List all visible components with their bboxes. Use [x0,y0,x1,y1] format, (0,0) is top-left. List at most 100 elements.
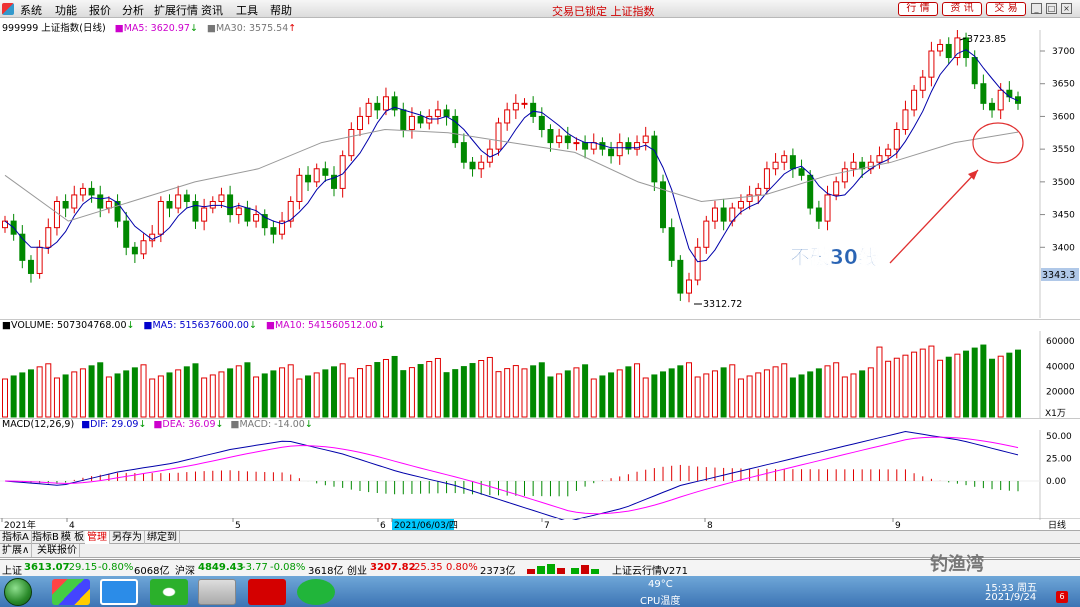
candle-body [989,102,996,111]
volume-bar [590,378,597,418]
candle-body [556,135,563,144]
tab-expand[interactable]: 扩展∧ [0,544,33,557]
clock-date: 2021/9/24 [985,592,1037,603]
ma30-line [4,128,1019,222]
volume-bar [538,362,545,418]
volume-bar [521,368,528,418]
candle-body [27,259,34,274]
pdf-icon[interactable] [248,579,286,605]
candle-body [625,142,632,150]
candle-body [833,181,840,196]
current-price-label: 3343.3 [1042,270,1075,281]
app-store-icon[interactable] [52,579,90,605]
candle-body [850,161,857,170]
sh-pct: -0.80% [98,562,134,573]
volume-bar [512,365,519,418]
cloud-version: 上证云行情V271 [612,566,688,577]
candle-body [720,207,727,222]
tab-related-quote[interactable]: 关联报价 [35,544,80,557]
candle-body [763,168,770,189]
candle-body [971,57,978,85]
candle-body [789,155,796,170]
menu-analysis[interactable]: 分析 [122,4,144,17]
candle-body [279,220,286,235]
volume-bar [36,366,43,418]
trade-button[interactable]: 交 易 [986,2,1026,16]
volume-bar [356,368,363,418]
hs-label: 沪深 [175,566,195,577]
tab-save-as[interactable]: 另存为 [110,531,145,544]
volume-bar [807,371,814,418]
volume-bars [2,344,1021,418]
sh-amount: 6068亿 [134,566,170,577]
price-chart[interactable]: 3700 3650 3600 3550 3500 3450 3400 3723.85 331… [0,30,1080,320]
candle-body [62,200,69,209]
menu-news[interactable]: 资讯 [201,4,223,17]
menu-help[interactable]: 帮助 [270,4,292,17]
low-label: 3312.72 [703,299,742,310]
cpu-temp: 49°C [648,579,673,590]
start-button-icon[interactable] [4,578,32,606]
volume-bar [911,351,918,418]
close-icon[interactable]: × [1061,3,1072,14]
volume-bar [625,366,632,418]
candle-body [105,200,112,209]
volume-bar [919,348,926,418]
volume-bar [339,363,346,418]
volume-bar [634,363,641,418]
candle-body [408,115,415,131]
volume-chart[interactable]: 60000 40000 20000 X1万 [0,331,1080,419]
tab-template[interactable]: 模 板 [59,531,88,544]
quote-button[interactable]: 行 情 [898,2,938,16]
candle-body [166,200,173,209]
price-info-bar: 999999 上证指数(日线) ■MA5: 3620.97↓ ■MA30: 35… [2,20,296,34]
cy-value: 3207.82 [370,562,416,573]
windows-taskbar: 49°C CPU温度 钓渔湾 15:33 周五 2021/9/24 6 [0,554,1080,607]
candle-body [841,168,848,183]
volume-bar [253,376,260,418]
news-button[interactable]: 资 讯 [942,2,982,16]
volume-bar [954,353,961,418]
candle-body [608,148,615,157]
maximize-icon[interactable]: □ [1046,3,1057,14]
browser-icon[interactable] [150,579,188,605]
volume-bar [841,376,848,418]
baidu-netdisk-icon[interactable] [100,579,138,605]
minimize-icon[interactable]: _ [1031,3,1042,14]
menu-system[interactable]: 系统 [20,4,42,17]
candle-body [183,194,190,202]
notification-badge[interactable]: 6 [1056,591,1068,603]
candle-body [348,129,355,157]
price-tick-label: 3400 [1052,243,1075,253]
candle-body [175,194,182,209]
volume-bar [270,370,277,418]
stock-app-icon[interactable] [198,579,236,605]
candle-body [305,174,312,183]
time-label: 8 [707,521,713,531]
candle-body [192,200,199,222]
candle-body [443,109,450,117]
wechat-icon[interactable] [297,579,335,605]
volume-bar [45,363,52,418]
candle-body [296,174,303,202]
vol-ma5-value: ■MA5: 515637600.00↓ [143,320,257,331]
tab-bind-to[interactable]: 绑定到 [145,531,180,544]
volume-bar [867,367,874,418]
candle-body [339,155,346,189]
volume-bar [556,373,563,418]
tab-indicator-a[interactable]: 指标A [0,531,32,544]
menu-ext-quote[interactable]: 扩展行情 [154,4,198,17]
candle-body [417,115,424,124]
macd-chart[interactable]: 50.00 25.00 0.00 [0,430,1080,520]
menu-tools[interactable]: 工具 [236,4,258,17]
sh-change: -29.15 [65,562,98,573]
tab-manage[interactable]: 管理 [85,531,110,544]
volume-bar [19,372,26,418]
candlesticks [2,30,1021,303]
menu-function[interactable]: 功能 [55,4,77,17]
tab-indicator-b[interactable]: 指标B [30,531,62,544]
menu-quote[interactable]: 报价 [89,4,111,17]
candle-body [876,155,883,163]
candle-body [564,135,571,144]
volume-bar [331,366,338,418]
